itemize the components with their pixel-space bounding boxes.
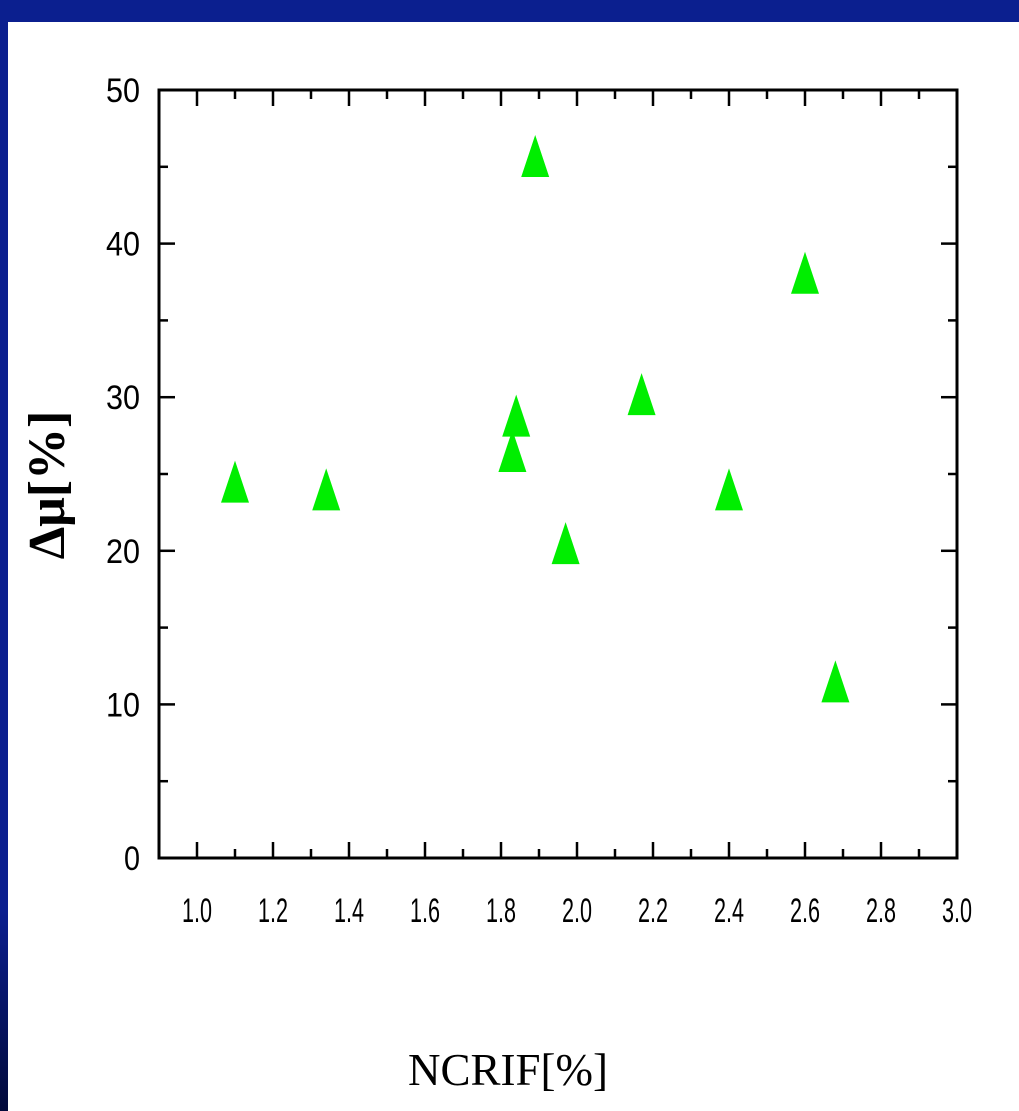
data-point-triangle: [221, 460, 249, 503]
x-tick-label: 1.6: [410, 892, 440, 930]
slide-frame-left: [0, 0, 8, 1111]
data-point-triangle: [521, 135, 550, 178]
x-tick-label: 2.4: [714, 892, 744, 930]
data-point-triangle: [498, 429, 527, 472]
data-point-triangle: [312, 468, 341, 511]
plot-frame: [157, 88, 959, 860]
data-point-triangle: [551, 522, 580, 565]
y-tick-label: 0: [124, 840, 140, 878]
y-tick-label: 40: [106, 226, 140, 264]
x-axis-ticks: [195, 90, 959, 858]
x-tick-label: 1.8: [486, 892, 516, 930]
x-tick-label: 2.0: [562, 892, 592, 930]
x-tick-label: 2.6: [790, 892, 820, 930]
data-point-triangle: [502, 394, 531, 437]
x-tick-label: 2.8: [866, 892, 896, 930]
data-markers: [221, 135, 850, 703]
y-axis-label: Δμ[%]: [19, 411, 76, 560]
x-axis-tick-labels: 1.0 1.2 1.4 1.6 1.8 2.0 2.2 2.4 2.6 2.8 3.0: [182, 892, 972, 930]
data-point-triangle: [821, 660, 850, 703]
y-axis-tick-labels: 0 10 20 30 40 50: [106, 72, 140, 878]
y-tick-label: 10: [106, 686, 140, 724]
x-tick-label: 1.4: [334, 892, 364, 930]
y-tick-label: 50: [106, 72, 140, 110]
data-point-triangle: [715, 468, 743, 511]
y-axis-ticks: [159, 88, 957, 860]
x-tick-label: 1.0: [182, 892, 212, 930]
x-axis-label: NCRIF[%]: [408, 1044, 608, 1095]
x-tick-label: 2.2: [638, 892, 668, 930]
x-tick-label: 1.2: [258, 892, 288, 930]
data-point-triangle: [627, 373, 656, 416]
x-tick-label: 3.0: [942, 892, 972, 930]
y-tick-label: 20: [106, 533, 140, 571]
y-tick-label: 30: [106, 379, 140, 417]
data-point-triangle: [791, 251, 819, 294]
slide-frame-top: [0, 0, 1019, 22]
